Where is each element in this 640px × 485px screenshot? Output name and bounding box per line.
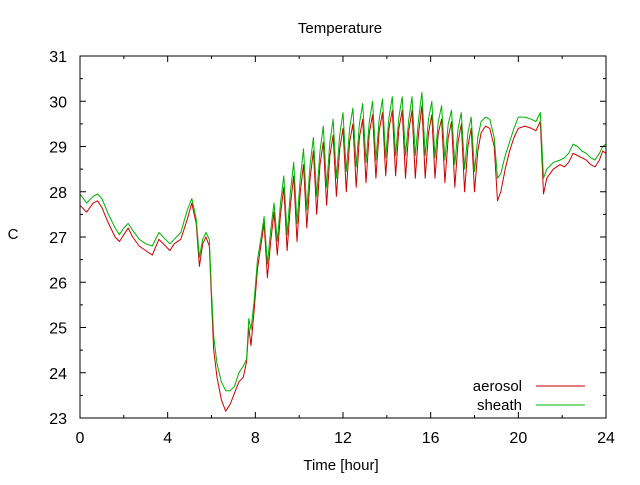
x-tick-label: 20 — [509, 430, 527, 447]
y-tick-label: 24 — [49, 366, 67, 383]
y-tick-label: 31 — [49, 49, 67, 66]
y-tick-label: 30 — [49, 94, 67, 111]
series-line-sheath — [79, 91, 607, 392]
axes-layer: 0 4 8 12 16 20 24 23 24 25 26 27 28 29 30 31 — [49, 49, 615, 447]
y-tick-label: 29 — [49, 140, 67, 157]
y-tick-label: 26 — [49, 275, 67, 292]
series-line-aerosol — [79, 105, 607, 412]
x-tick-label: 12 — [334, 430, 352, 447]
x-tick-label: 0 — [76, 430, 85, 447]
x-tick-label: 8 — [251, 430, 260, 447]
y-axis-title: C — [8, 226, 19, 243]
legend: aerosol sheath — [473, 378, 585, 414]
legend-label-sheath: sheath — [477, 397, 522, 414]
x-axis-title: Time [hour] — [303, 457, 378, 474]
x-tick-label: 24 — [597, 430, 615, 447]
y-tick-label: 25 — [49, 321, 67, 338]
x-tick-label: 4 — [163, 430, 172, 447]
plot-frame — [79, 55, 607, 419]
y-tick-label: 28 — [49, 185, 67, 202]
x-tick-label: 16 — [422, 430, 440, 447]
series-layer — [79, 91, 607, 412]
legend-label-aerosol: aerosol — [473, 378, 522, 395]
chart-title: Temperature — [298, 20, 382, 37]
y-tick-label: 23 — [49, 411, 67, 428]
y-tick-label: 27 — [49, 230, 67, 247]
